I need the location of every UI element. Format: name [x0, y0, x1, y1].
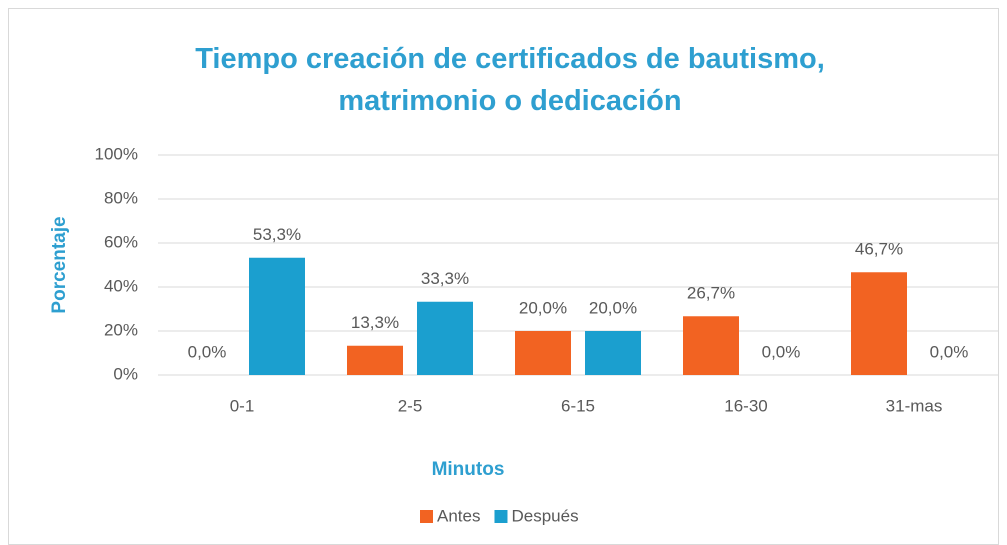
value-label: 20,0% [589, 298, 637, 317]
x-tick-label: 16-30 [724, 396, 767, 415]
value-label: 46,7% [855, 240, 903, 259]
value-label: 13,3% [351, 313, 399, 332]
x-tick-label: 31-mas [886, 396, 943, 415]
value-label: 33,3% [421, 269, 469, 288]
y-tick-label: 100% [95, 144, 138, 163]
y-tick-label: 60% [104, 232, 138, 251]
bar [347, 345, 403, 375]
x-tick-label: 6-15 [561, 396, 595, 415]
value-label: 20,0% [519, 298, 567, 317]
bar [417, 301, 473, 375]
x-tick-label: 0-1 [230, 396, 255, 415]
x-axis-label: Minutos [432, 459, 505, 480]
value-label: 0,0% [930, 342, 969, 361]
bar [851, 272, 907, 375]
chart-title: Tiempo creación de certificados de bauti… [195, 43, 825, 117]
y-tick-label: 40% [104, 276, 138, 295]
bar [515, 331, 571, 375]
legend-swatch [420, 510, 433, 523]
y-tick-label: 0% [113, 364, 138, 383]
value-label: 53,3% [253, 225, 301, 244]
y-tick-label: 20% [104, 320, 138, 339]
value-label: 26,7% [687, 284, 735, 303]
value-label: 0,0% [762, 342, 801, 361]
y-axis-label: Porcentaje [49, 216, 70, 313]
legend-swatch [494, 510, 508, 523]
x-tick-label: 2-5 [398, 396, 423, 415]
bar [585, 331, 641, 375]
value-label: 0,0% [188, 342, 227, 361]
bar [683, 316, 739, 375]
y-tick-label: 80% [104, 188, 138, 207]
legend-label: Después [511, 506, 578, 525]
legend-label: Antes [437, 506, 480, 525]
chart-border [8, 8, 999, 545]
bar [249, 257, 305, 375]
